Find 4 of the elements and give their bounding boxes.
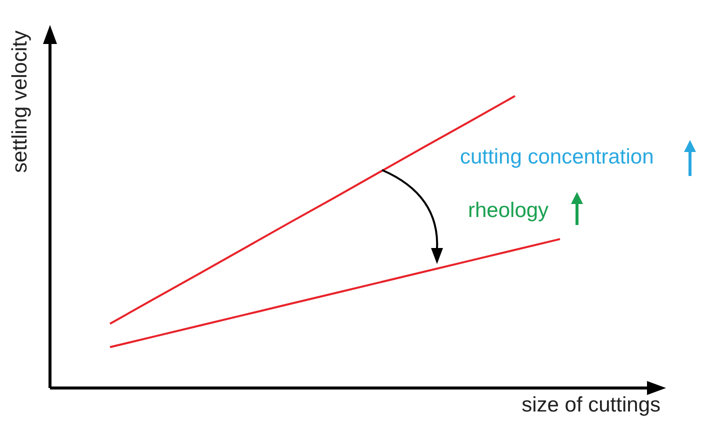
x-axis-title: size of cuttings xyxy=(522,394,660,416)
annotation: cutting concentration xyxy=(460,145,654,168)
annotation: rheology xyxy=(468,199,550,222)
y-axis-title: settling velocity xyxy=(8,30,32,173)
